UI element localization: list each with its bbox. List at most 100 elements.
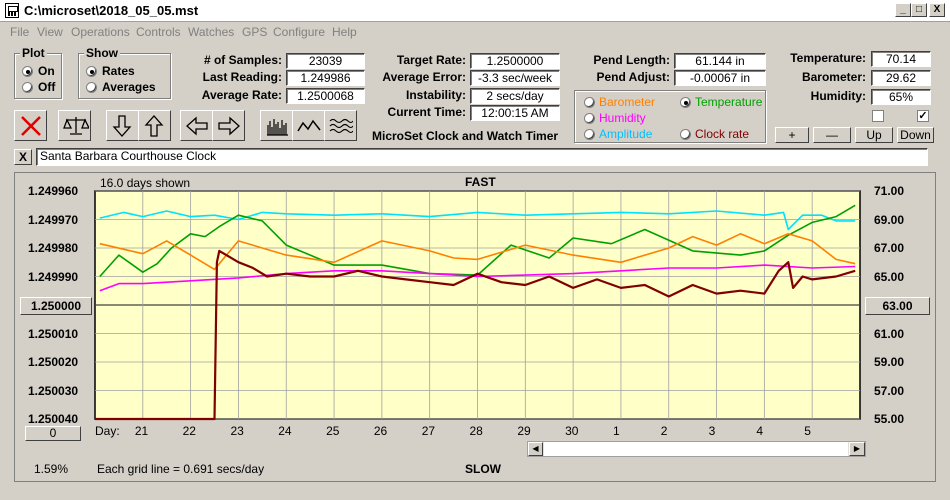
show-group bbox=[78, 53, 171, 99]
barometer-label: Barometer bbox=[599, 95, 656, 109]
checkbox-1[interactable] bbox=[872, 110, 884, 122]
instability-label: Instability: bbox=[405, 88, 466, 102]
humidity-radio[interactable] bbox=[584, 113, 595, 124]
maximize-button[interactable]: □ bbox=[911, 3, 927, 17]
window-title: C:\microset\2018_05_05.mst bbox=[24, 3, 199, 18]
average-error-label: Average Error: bbox=[382, 70, 466, 84]
x-tick: 24 bbox=[278, 424, 292, 438]
series-line bbox=[95, 249, 856, 421]
x-tick: 26 bbox=[373, 424, 388, 438]
plus-button[interactable]: + bbox=[775, 127, 809, 143]
down-button[interactable]: Down bbox=[897, 127, 934, 143]
x-tick: 28 bbox=[469, 424, 483, 438]
menu-view[interactable]: View bbox=[37, 25, 63, 39]
x-tick: 1 bbox=[612, 424, 620, 438]
plot-off-label: Off bbox=[38, 80, 56, 94]
humidity-readout-value: 65% bbox=[871, 89, 931, 105]
chart-frame bbox=[14, 172, 936, 482]
plot-on-label: On bbox=[38, 64, 55, 78]
samples-value: 23039 bbox=[286, 53, 365, 69]
barometer-radio[interactable] bbox=[584, 97, 595, 108]
amplitude-radio[interactable] bbox=[584, 129, 595, 140]
amplitude-label: Amplitude bbox=[599, 127, 653, 141]
right-axis-center-button[interactable]: 63.00 bbox=[865, 297, 930, 315]
x-tick: 22 bbox=[182, 424, 196, 438]
y-right-tick: 69.00 bbox=[874, 212, 905, 227]
temperature-readout-label: Temperature: bbox=[790, 51, 866, 65]
last-reading-value: 1.249986 bbox=[286, 70, 365, 86]
barometer-readout-label: Barometer: bbox=[801, 70, 866, 84]
series-lines bbox=[95, 204, 856, 421]
instability-value: 2 secs/day bbox=[470, 88, 560, 104]
y-left-tick: 1.249970 bbox=[28, 212, 79, 227]
checkbox-2[interactable]: ✓ bbox=[917, 110, 929, 122]
y-left-tick: 1.250030 bbox=[28, 383, 79, 398]
sensor-group bbox=[574, 90, 766, 143]
temperature-readout-value: 70.14 bbox=[871, 51, 931, 67]
clear-comment-button[interactable]: X bbox=[14, 149, 32, 165]
show-averages-label: Averages bbox=[102, 80, 156, 94]
x-tick: 4 bbox=[756, 424, 764, 438]
scroll-thumb[interactable] bbox=[544, 442, 848, 456]
arrow-down-icon bbox=[112, 115, 132, 137]
y-right-tick: 57.00 bbox=[874, 383, 905, 398]
x-tick: 23 bbox=[230, 424, 244, 438]
left-axis-center-button[interactable]: 1.250000 bbox=[20, 297, 92, 315]
fast-label: FAST bbox=[465, 175, 496, 189]
current-time-value: 12:00:15 AM bbox=[470, 105, 560, 121]
show-group-title: Show bbox=[84, 46, 120, 60]
comment-input[interactable]: Santa Barbara Courthouse Clock bbox=[36, 148, 928, 166]
menu-configure[interactable]: Configure bbox=[273, 25, 326, 39]
last-reading-label: Last Reading: bbox=[202, 70, 282, 84]
show-rates-label: Rates bbox=[102, 64, 135, 78]
y-left-tick: 1.250020 bbox=[28, 355, 79, 369]
percent-label: 1.59% bbox=[34, 462, 69, 476]
histogram-button[interactable] bbox=[260, 110, 293, 141]
target-rate-label: Target Rate: bbox=[396, 53, 466, 67]
menu-gps[interactable]: GPS bbox=[242, 25, 268, 39]
horizontal-scrollbar[interactable]: ◀ ▶ bbox=[527, 441, 866, 457]
clock-rate-label: Clock rate bbox=[695, 127, 750, 141]
menu-operations[interactable]: Operations bbox=[71, 25, 130, 39]
y-left-tick: 1.249980 bbox=[28, 241, 79, 255]
current-time-label: Current Time: bbox=[387, 105, 466, 119]
day-label: Day: bbox=[95, 424, 120, 438]
plot-off-radio[interactable] bbox=[22, 82, 33, 93]
menu-help[interactable]: Help bbox=[332, 25, 357, 39]
x-tick: 30 bbox=[565, 424, 579, 438]
series-line bbox=[99, 264, 856, 292]
y-right-tick: 65.00 bbox=[874, 269, 905, 284]
grid-lines bbox=[95, 190, 860, 420]
menu-file[interactable]: File bbox=[10, 25, 30, 39]
clock-rate-radio[interactable] bbox=[680, 129, 691, 140]
app-caption: MicroSet Clock and Watch Timer bbox=[372, 129, 559, 143]
app-icon bbox=[5, 3, 19, 18]
show-averages-radio[interactable] bbox=[86, 82, 97, 93]
y-right-tick: 71.00 bbox=[874, 184, 905, 198]
minus-button[interactable]: — bbox=[813, 127, 851, 143]
balance-button[interactable] bbox=[58, 110, 91, 141]
waves-button[interactable] bbox=[324, 110, 357, 141]
y-right-tick: 61.00 bbox=[874, 326, 905, 341]
close-button[interactable]: X bbox=[929, 3, 945, 17]
menu-watches[interactable]: Watches bbox=[188, 25, 235, 39]
series-line bbox=[99, 210, 856, 231]
arrow-right-button[interactable] bbox=[212, 110, 245, 141]
scroll-right-icon[interactable]: ▶ bbox=[849, 442, 865, 456]
minimize-button[interactable]: _ bbox=[895, 3, 911, 17]
delete-button[interactable] bbox=[14, 110, 47, 141]
arrow-up-button[interactable] bbox=[138, 110, 171, 141]
arrow-down-button[interactable] bbox=[106, 110, 139, 141]
scroll-left-icon[interactable]: ◀ bbox=[528, 442, 543, 456]
temperature-radio[interactable] bbox=[680, 97, 691, 108]
average-rate-value: 1.2500068 bbox=[286, 88, 365, 104]
show-rates-radio[interactable] bbox=[86, 66, 97, 77]
days-shown-label: 16.0 days shown bbox=[100, 176, 191, 190]
plot-on-radio[interactable] bbox=[22, 66, 33, 77]
series-line bbox=[99, 233, 856, 271]
up-button[interactable]: Up bbox=[855, 127, 893, 143]
menu-controls[interactable]: Controls bbox=[136, 25, 181, 39]
humidity-label: Humidity bbox=[599, 111, 646, 125]
barometer-readout-value: 29.62 bbox=[871, 70, 931, 86]
bottom-left-button[interactable]: 0 bbox=[25, 426, 81, 441]
